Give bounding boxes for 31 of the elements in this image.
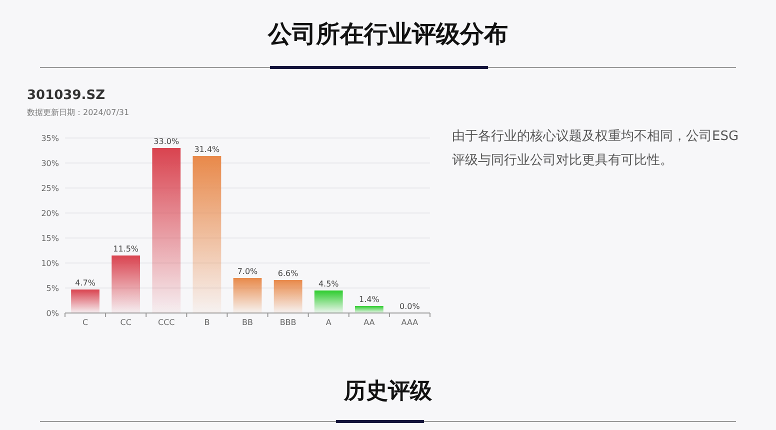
y-tick-label: 30% <box>41 159 60 168</box>
data-label: 31.4% <box>194 145 220 154</box>
subtitle: 301039.SZ <box>27 88 105 103</box>
x-tick-label: BB <box>242 318 253 327</box>
x-tick-label: A <box>326 318 332 327</box>
data-label: 6.6% <box>278 269 299 278</box>
data-label: 4.5% <box>318 280 340 288</box>
y-tick-label: 20% <box>41 209 60 218</box>
y-tick-label: 10% <box>41 259 60 268</box>
x-tick-label: AA <box>364 318 376 327</box>
y-tick-label: 15% <box>41 234 60 243</box>
data-label: 7.0% <box>237 267 258 276</box>
annotation: 历史评级 <box>342 378 433 406</box>
y-tick-label: 5% <box>46 284 60 293</box>
y-tick-label: 0% <box>46 309 60 318</box>
data-label: 0.0% <box>400 302 420 311</box>
x-tick-label: BBB <box>280 318 296 327</box>
x-tick-label: AAA <box>401 318 419 327</box>
annotation: 数据更新日期：2024/07/31 <box>27 107 130 118</box>
x-tick-label: C <box>82 318 88 327</box>
data-label: 1.4% <box>359 295 380 304</box>
x-tick-label: CC <box>120 318 132 327</box>
annotation: 由于各行业的核心议题及权重均不相同，公司ESG评级与同行业公司对比更具有可比性。 <box>452 128 740 170</box>
data-label: 4.7% <box>75 278 96 288</box>
y-tick-label: 25% <box>41 184 60 193</box>
x-tick-label: B <box>204 318 210 327</box>
data-label: 33.0% <box>154 137 180 146</box>
data-label: 11.5% <box>113 244 139 254</box>
y-tick-label: 35% <box>41 134 60 143</box>
x-tick-label: CCC <box>158 318 176 327</box>
title: 公司所在行业评级分布 <box>266 19 509 50</box>
